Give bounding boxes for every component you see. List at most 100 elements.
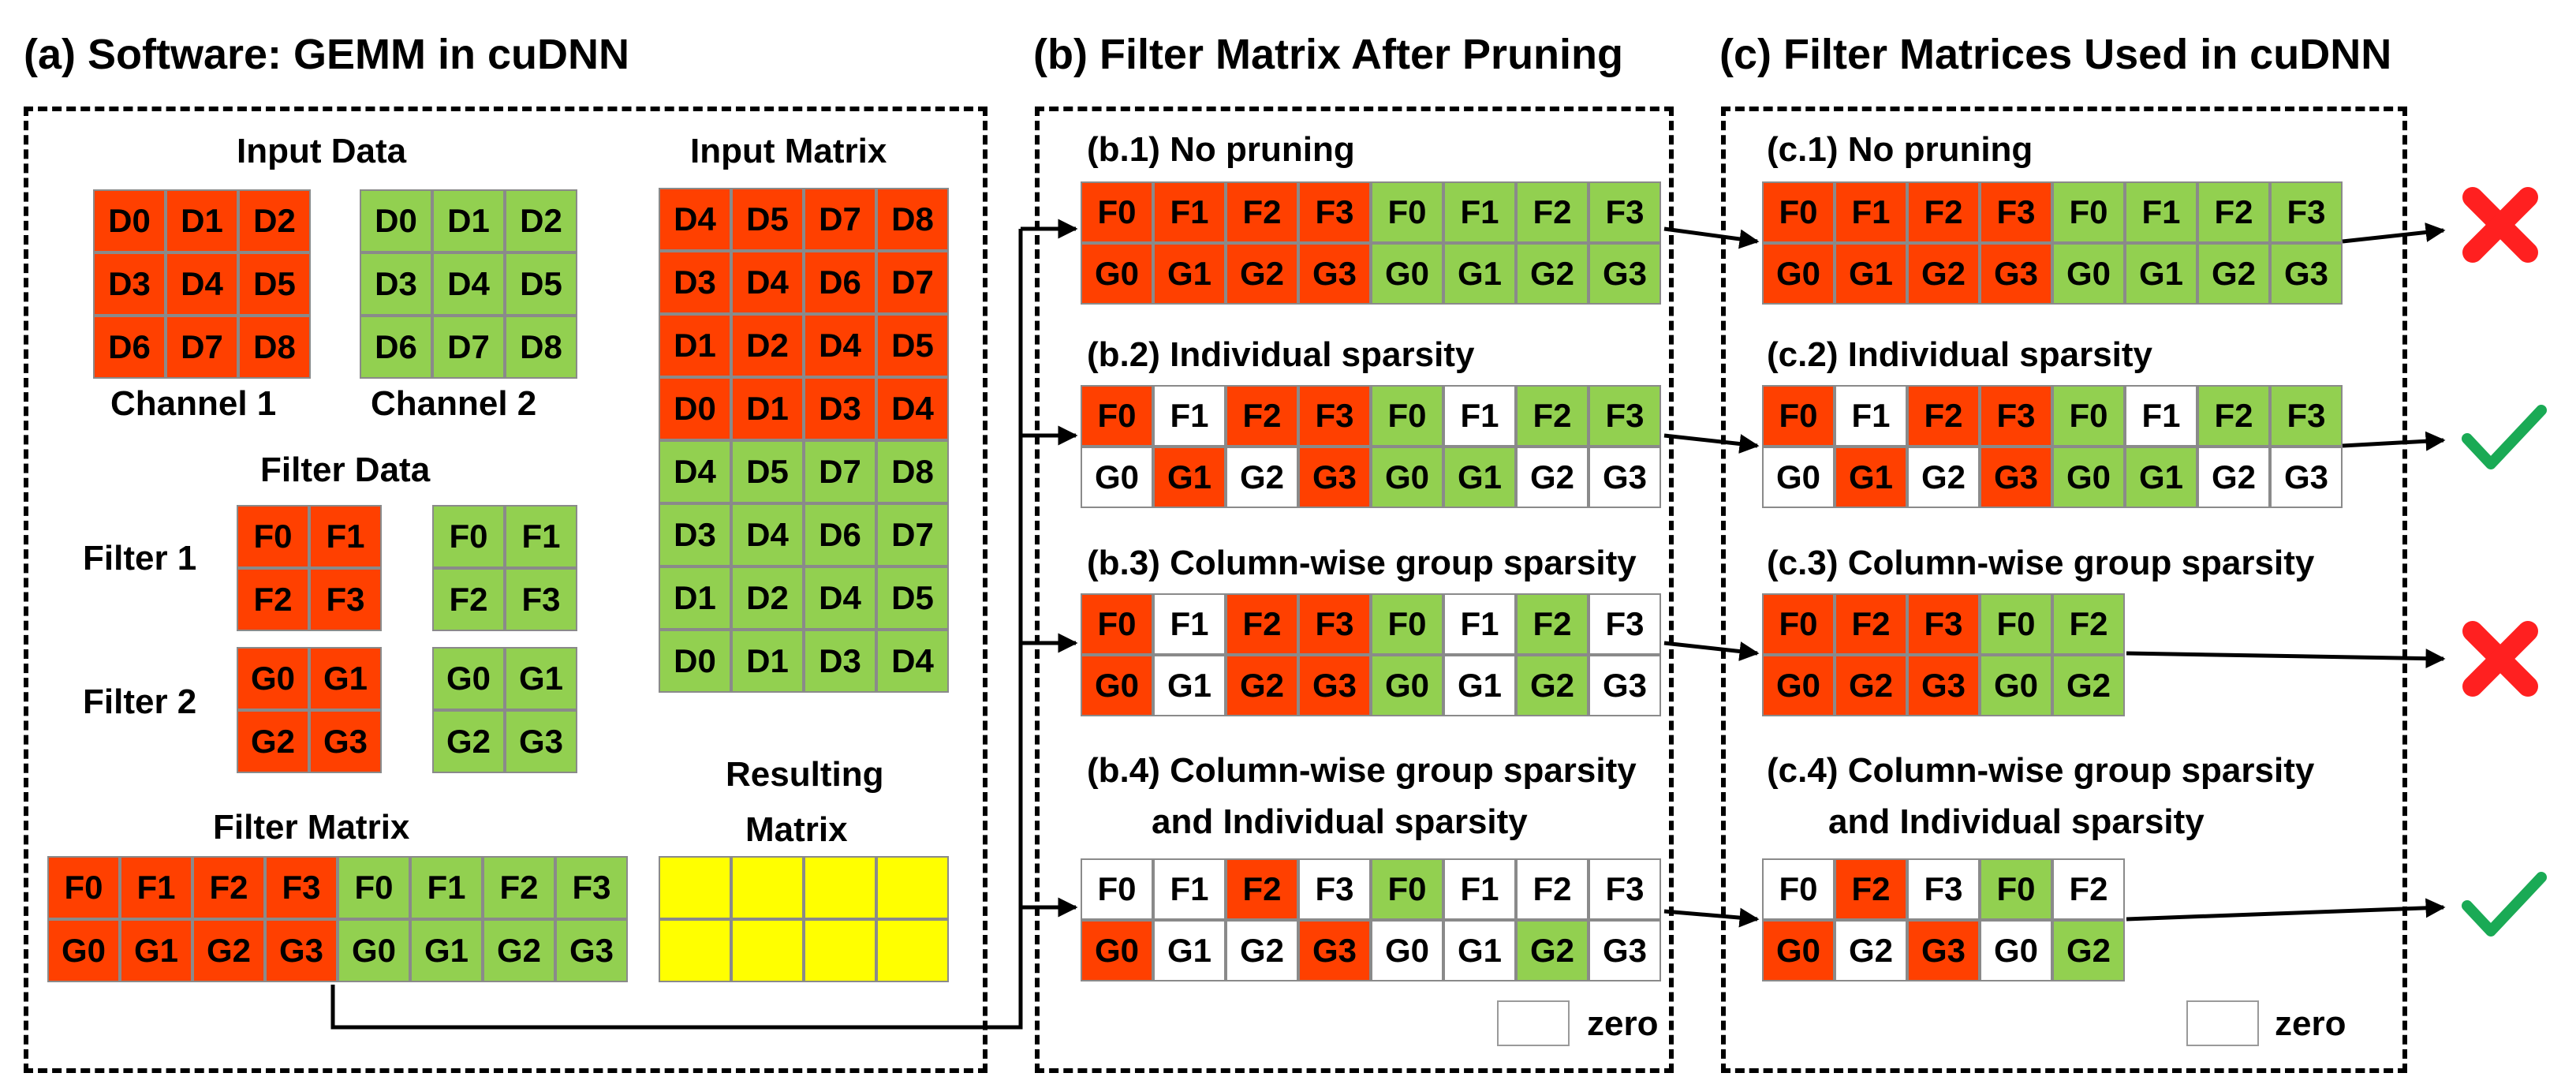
matrix-cell: D4 [659, 188, 731, 251]
filter-1-channel-2-grid: F0 F1 F2 F3 [432, 505, 577, 631]
matrix-cell: F0 [1980, 593, 2052, 655]
matrix-cell: G3 [1589, 243, 1661, 305]
matrix-cell: D5 [876, 314, 949, 377]
matrix-cell: G3 [555, 919, 628, 982]
b3-label: (b.3) Column-wise group sparsity [1087, 544, 1637, 582]
filter-1-label: Filter 1 [83, 539, 197, 578]
matrix-cell: D1 [659, 566, 731, 630]
c1-matrix: F0 F1 F2 F3 F0 F1 F2 F3 G0 G1 G2 G3 G0 G1 G2 G3 [1762, 181, 2343, 305]
matrix-cell: G1 [410, 919, 483, 982]
matrix-cell: F3 [1298, 858, 1371, 920]
matrix-cell: F2 [237, 568, 309, 631]
matrix-cell: G1 [120, 919, 192, 982]
matrix-cell: D4 [731, 503, 804, 566]
matrix-cell: D5 [731, 188, 804, 251]
matrix-cell: F1 [120, 856, 192, 919]
matrix-cell: D2 [731, 566, 804, 630]
matrix-cell: G0 [1081, 447, 1153, 508]
cross-icon-c3 [2462, 621, 2538, 697]
matrix-cell: F0 [2052, 181, 2125, 243]
matrix-cell: F1 [1443, 858, 1516, 920]
b1-label: (b.1) No pruning [1087, 130, 1355, 169]
matrix-cell: F1 [410, 856, 483, 919]
matrix-cell: D0 [659, 630, 731, 693]
matrix-cell: G0 [1762, 920, 1835, 981]
matrix-cell: D8 [238, 316, 311, 379]
matrix-cell: G3 [1907, 655, 1980, 716]
matrix-cell: D5 [731, 440, 804, 503]
matrix-cell: D0 [93, 189, 166, 252]
matrix-cell: G1 [1443, 447, 1516, 508]
matrix-cell: G0 [1081, 655, 1153, 716]
arrow-b3-c3 [1663, 641, 1760, 661]
matrix-cell: F3 [1589, 181, 1661, 243]
matrix-cell: D4 [876, 377, 949, 440]
title-software: (a) Software: GEMM in cuDNN [24, 31, 630, 78]
matrix-cell: G3 [1298, 447, 1371, 508]
filter-matrix-grid: F0 F1 F2 F3 F0 F1 F2 F3 G0 G1 G2 G3 G0 G1 G2 G3 [47, 856, 628, 982]
matrix-cell: F1 [309, 505, 382, 568]
matrix-cell: D1 [166, 189, 238, 252]
matrix-cell: G2 [2052, 920, 2125, 981]
matrix-cell: F1 [1153, 181, 1226, 243]
matrix-cell: D7 [876, 251, 949, 314]
matrix-cell [731, 919, 804, 982]
matrix-cell: D5 [238, 252, 311, 316]
matrix-cell: F3 [1907, 593, 1980, 655]
matrix-cell: F3 [309, 568, 382, 631]
matrix-cell: F0 [432, 505, 505, 568]
matrix-cell: G1 [1443, 920, 1516, 981]
c2-label: (c.2) Individual sparsity [1767, 335, 2153, 374]
matrix-cell: G0 [1371, 655, 1443, 716]
matrix-cell: F2 [2197, 385, 2270, 447]
matrix-cell: G0 [1980, 655, 2052, 716]
matrix-cell: F1 [1153, 593, 1226, 655]
matrix-cell: G0 [432, 647, 505, 710]
matrix-cell: G0 [1081, 920, 1153, 981]
matrix-cell: G1 [1835, 243, 1907, 305]
matrix-cell: G2 [1226, 243, 1298, 305]
matrix-cell [659, 919, 731, 982]
matrix-cell: G2 [432, 710, 505, 773]
matrix-cell: F0 [1371, 181, 1443, 243]
matrix-cell: F3 [1980, 385, 2052, 447]
matrix-cell: F2 [1226, 593, 1298, 655]
matrix-cell [804, 856, 876, 919]
filter-matrix-connector [330, 229, 1023, 1030]
matrix-cell: F0 [237, 505, 309, 568]
b1-matrix: F0 F1 F2 F3 F0 F1 F2 F3 G0 G1 G2 G3 G0 G1 G2 G3 [1081, 181, 1661, 305]
matrix-cell: F3 [2270, 181, 2343, 243]
matrix-cell: G0 [47, 919, 120, 982]
matrix-cell: D8 [876, 188, 949, 251]
matrix-cell: G1 [505, 647, 577, 710]
matrix-cell: F0 [1081, 858, 1153, 920]
channel-2-label: Channel 2 [371, 384, 537, 423]
matrix-cell: G1 [1153, 243, 1226, 305]
matrix-cell: F2 [2052, 593, 2125, 655]
matrix-cell: D1 [659, 314, 731, 377]
matrix-cell: G0 [1371, 447, 1443, 508]
panel-pruning [1035, 107, 1674, 1073]
matrix-cell: G1 [1443, 243, 1516, 305]
matrix-cell: F0 [2052, 385, 2125, 447]
matrix-cell: G3 [1980, 447, 2052, 508]
matrix-cell: G0 [1762, 243, 1835, 305]
input-data-label: Input Data [237, 132, 407, 170]
matrix-cell: F3 [265, 856, 338, 919]
matrix-cell: G3 [1298, 243, 1371, 305]
matrix-cell: G2 [1835, 920, 1907, 981]
filter-data-label: Filter Data [260, 451, 431, 489]
matrix-cell: G3 [1589, 447, 1661, 508]
c4-label-1: (c.4) Column-wise group sparsity [1767, 751, 2315, 790]
matrix-cell: F0 [1081, 385, 1153, 447]
matrix-cell: G1 [2125, 243, 2197, 305]
matrix-cell: G2 [1907, 447, 1980, 508]
matrix-cell: F3 [1298, 385, 1371, 447]
matrix-cell: F0 [1371, 385, 1443, 447]
matrix-cell: D5 [876, 566, 949, 630]
matrix-cell: D3 [93, 252, 166, 316]
matrix-cell: F1 [2125, 385, 2197, 447]
matrix-cell: D6 [360, 316, 432, 379]
matrix-cell: D2 [238, 189, 311, 252]
